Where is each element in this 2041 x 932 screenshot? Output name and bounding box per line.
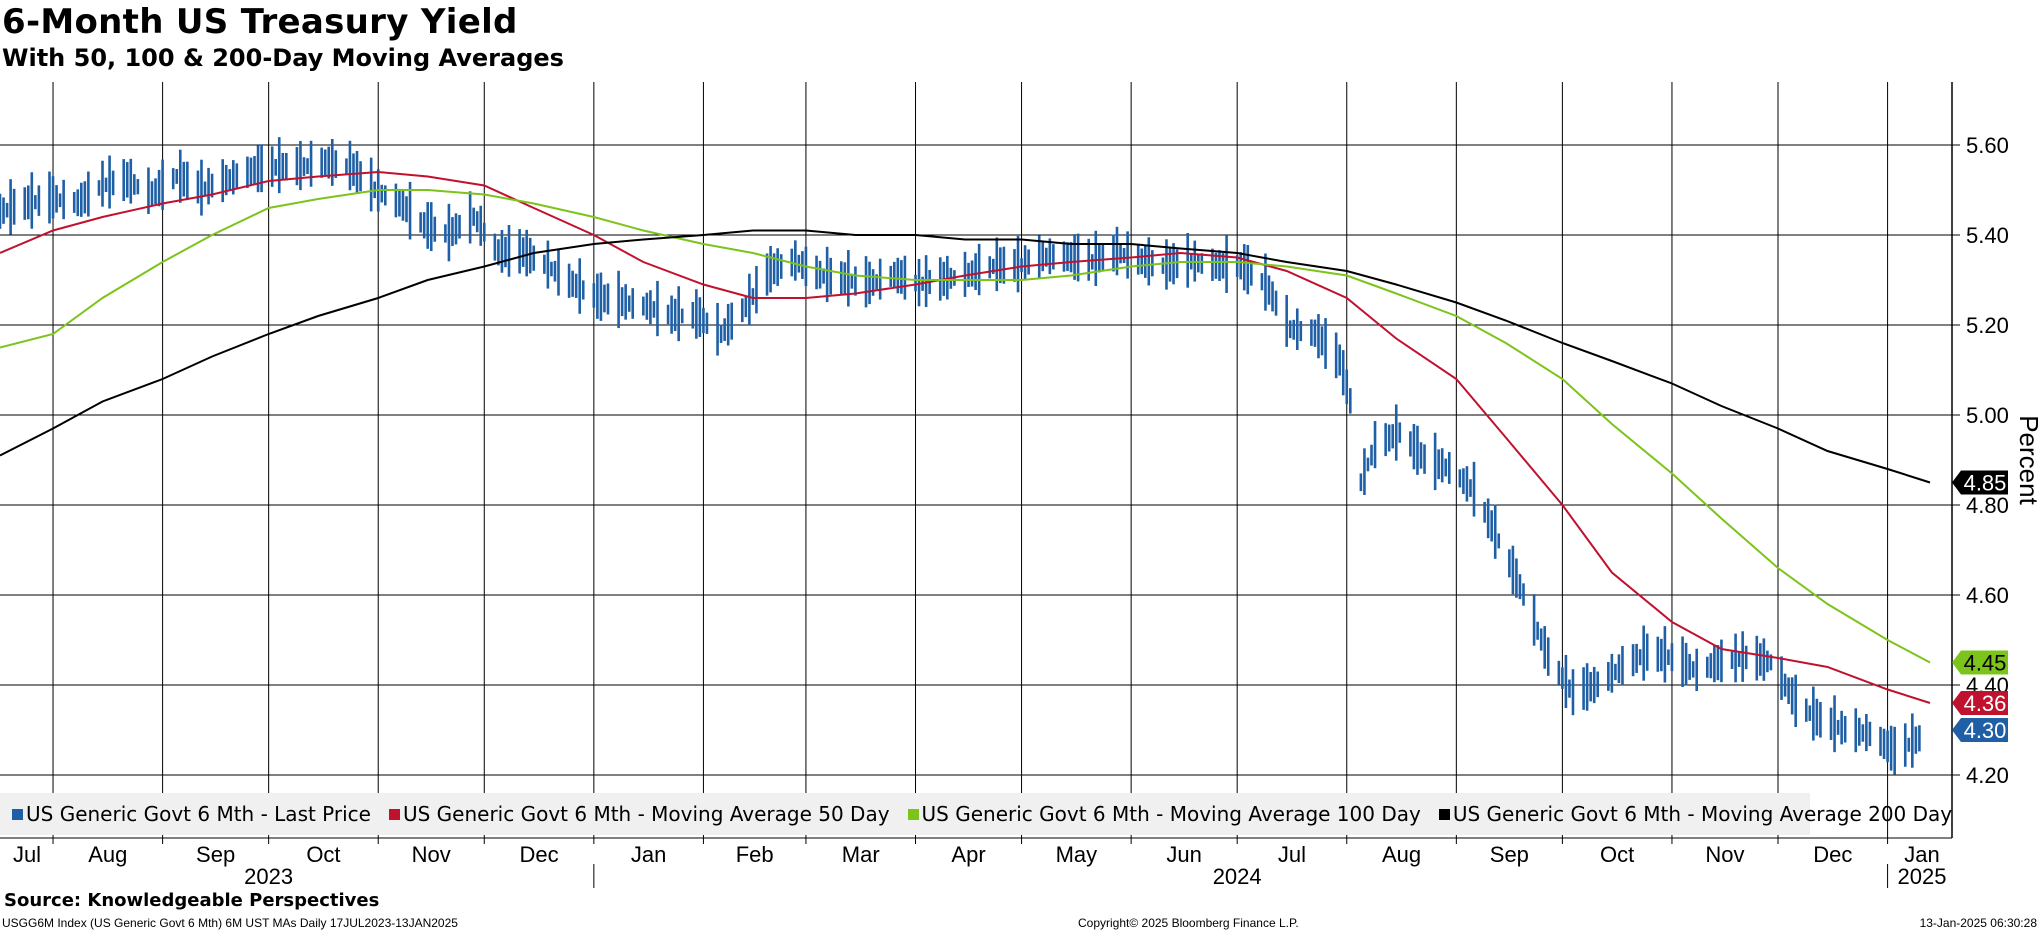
x-month-label: Nov [1705,842,1744,867]
x-month-label: Dec [519,842,558,867]
x-month-label: Jul [1278,842,1306,867]
source-note: Source: Knowledgeable Perspectives [4,890,380,911]
legend-item: US Generic Govt 6 Mth - Last Price [12,802,371,826]
y-tick-label: 5.40 [1966,223,2009,248]
last-value-tag-box [1952,470,2008,495]
y-tick-label: 4.60 [1966,583,2009,608]
legend-label: US Generic Govt 6 Mth - Moving Average 1… [921,802,1421,826]
legend-label: US Generic Govt 6 Mth - Last Price [26,802,371,826]
x-month-label: Dec [1813,842,1852,867]
x-month-label: Jun [1166,842,1201,867]
footer-index-info: USGG6M Index (US Generic Govt 6 Mth) 6M … [2,916,458,930]
legend-swatch [388,808,400,820]
last-value-tag-label: 4.45 [1964,651,2007,676]
series-line-ma200 [0,229,1931,484]
x-month-label: Oct [1600,842,1634,867]
x-month-label: Mar [842,842,880,867]
x-month-label: Jan [631,842,666,867]
chart-legend: US Generic Govt 6 Mth - Last Price US Gen… [0,793,1952,835]
x-month-label: May [1056,842,1098,867]
last-value-tag-box [1952,650,2008,675]
legend-label: US Generic Govt 6 Mth - Moving Average 5… [402,802,890,826]
y-tick-label: 5.20 [1966,313,2009,338]
y-tick-label: 4.80 [1966,493,2009,518]
legend-item: US Generic Govt 6 Mth - Moving Average 1… [907,802,1421,826]
x-month-label: Jan [1904,842,1939,867]
x-month-label: Feb [736,842,774,867]
legend-swatch [907,808,919,820]
x-year-label: 2025 [1898,864,1947,889]
x-year-label: 2023 [244,864,293,889]
last-value-tag-ma50: 4.36 [1952,691,2008,716]
x-month-label: Aug [88,842,127,867]
x-month-label: Sep [196,842,235,867]
x-month-label: Apr [951,842,985,867]
x-month-label: Oct [306,842,340,867]
legend-label: US Generic Govt 6 Mth - Moving Average 2… [1452,802,1953,826]
last-value-tag-ma200: 4.85 [1952,470,2008,496]
last-value-tag-box [1952,691,2008,715]
chart-title: 6-Month US Treasury Yield [2,2,518,42]
chart-subtitle: With 50, 100 & 200-Day Moving Averages [2,44,564,72]
legend-item: US Generic Govt 6 Mth - Moving Average 5… [388,802,890,826]
last-value-tag-box [1952,718,2008,742]
legend-swatch [1438,808,1450,820]
series-line-ma100 [0,189,1931,664]
last-value-tag-price: 4.30 [1952,718,2008,743]
x-month-label: Aug [1382,842,1421,867]
series-line-ma50 [0,170,1931,704]
x-month-label: Sep [1490,842,1529,867]
y-tick-label: 5.00 [1966,403,2009,428]
last-value-tag-label: 4.36 [1964,691,2007,716]
x-month-label: Jul [13,842,41,867]
footer-timestamp: 13-Jan-2025 06:30:28 [1919,916,2037,930]
y-axis-title: Percent [2014,415,2041,505]
last-value-tag-label: 4.30 [1964,718,2007,743]
last-value-tag-label: 4.85 [1964,471,2007,496]
x-month-label: Nov [412,842,451,867]
x-year-label: 2024 [1213,864,1262,889]
legend-swatch [12,808,23,820]
footer-copyright: Copyright© 2025 Bloomberg Finance L.P. [1078,916,1299,930]
legend-item: US Generic Govt 6 Mth - Moving Average 2… [1438,802,1953,826]
y-tick-label: 5.60 [1966,133,2009,158]
last-value-tag-ma100: 4.45 [1952,650,2008,676]
y-tick-label: 4.20 [1966,763,2009,788]
